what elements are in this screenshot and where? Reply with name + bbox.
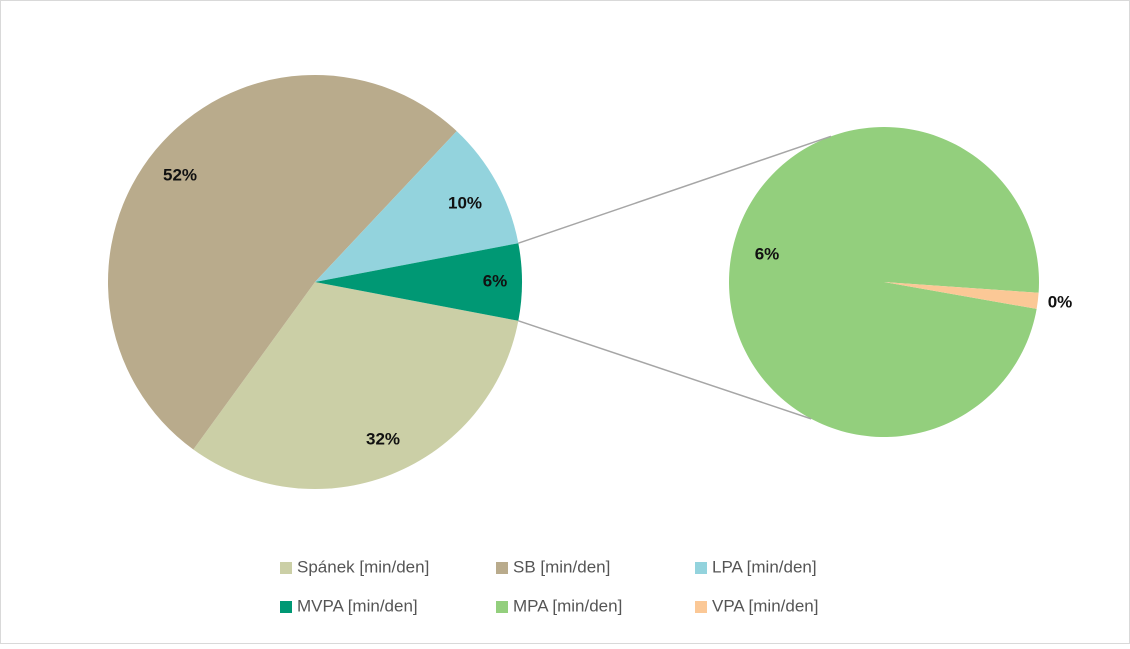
pie-slice bbox=[315, 131, 519, 282]
legend-label: LPA [min/den] bbox=[712, 557, 817, 576]
data-label: 52% bbox=[163, 165, 197, 184]
legend-label: SB [min/den] bbox=[513, 557, 610, 576]
data-label: 6% bbox=[755, 244, 780, 263]
data-label: 32% bbox=[366, 429, 400, 448]
pie-slice bbox=[729, 126, 1040, 437]
legend-label: MPA [min/den] bbox=[513, 596, 622, 615]
pie-slice bbox=[108, 75, 457, 450]
legend-label: MVPA [min/den] bbox=[297, 596, 418, 615]
data-label: 0% bbox=[1048, 292, 1073, 311]
pie-slice bbox=[884, 282, 1039, 309]
legend-label: Spánek [min/den] bbox=[297, 557, 429, 576]
legend-swatch bbox=[695, 562, 707, 574]
data-label: 10% bbox=[448, 193, 482, 212]
legend-swatch bbox=[496, 562, 508, 574]
legend-label: VPA [min/den] bbox=[712, 596, 818, 615]
legend-swatch bbox=[695, 601, 707, 613]
pie-slice bbox=[315, 243, 522, 321]
legend-swatch bbox=[496, 601, 508, 613]
connector-line bbox=[518, 135, 832, 244]
connector-line bbox=[518, 320, 812, 420]
data-label: 6% bbox=[483, 271, 508, 290]
legend-swatch bbox=[280, 562, 292, 574]
legend-swatch bbox=[280, 601, 292, 613]
pie-slice bbox=[193, 282, 519, 490]
